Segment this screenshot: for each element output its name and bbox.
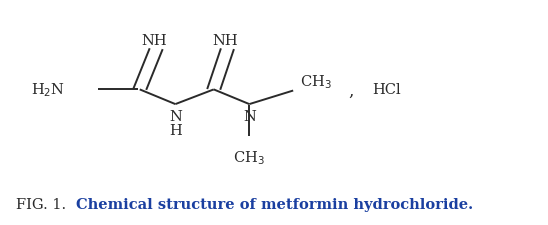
Text: NH: NH — [212, 34, 237, 47]
Text: H$_2$N: H$_2$N — [31, 81, 65, 99]
Text: Chemical structure of metformin hydrochloride.: Chemical structure of metformin hydrochl… — [76, 198, 473, 212]
Text: FIG. 1.: FIG. 1. — [16, 198, 71, 212]
Text: N: N — [169, 109, 182, 123]
Text: HCl: HCl — [373, 83, 401, 97]
Text: CH$_3$: CH$_3$ — [300, 73, 332, 91]
Text: NH: NH — [142, 34, 167, 47]
Text: N: N — [243, 109, 256, 123]
Text: CH$_3$: CH$_3$ — [233, 148, 265, 166]
Text: H: H — [169, 124, 182, 138]
Text: ,: , — [348, 83, 353, 100]
